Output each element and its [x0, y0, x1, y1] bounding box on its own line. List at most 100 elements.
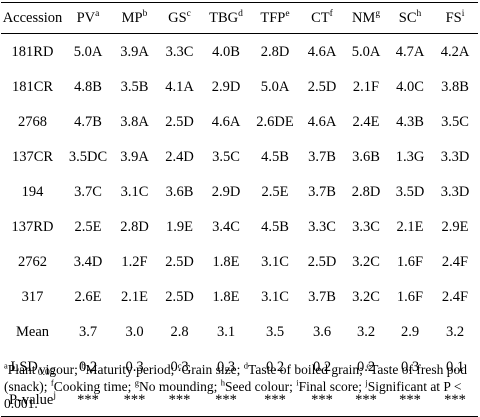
table-cell: 1.2F — [121, 253, 148, 270]
table-cell: 4.3B — [396, 113, 424, 130]
table-cell: 3.5DC — [68, 148, 108, 165]
column-header-footnote-mark: f — [329, 9, 333, 20]
column-header-label: NM — [351, 10, 376, 26]
column-header: FSi — [432, 2, 478, 34]
table-header: Accession PVa MPb GSc TBGd TFPe CTf NMg SCh FSi — [1, 2, 478, 34]
footnote-text: Grain size; — [181, 362, 244, 377]
footnote-mark: g — [134, 377, 139, 388]
table-cell: 3.1C — [120, 183, 149, 200]
table-cell: 3.5B — [120, 78, 149, 95]
table-cell: 2.9D — [211, 78, 241, 95]
table-cell: 3.5D — [395, 183, 425, 200]
table-cell: 4.8B — [74, 78, 102, 95]
pvalue-row: P-valuej *** *** *** *** *** *** *** *** *** — [1, 384, 478, 417]
table-cell: *** — [202, 384, 250, 417]
table-cell: 2.5D — [165, 113, 194, 130]
table-cell: 3.7C — [74, 183, 102, 200]
table-cell: 2.5D — [165, 288, 194, 305]
table-cell: 2.6DE — [256, 113, 294, 130]
table-cell: 5.0A — [73, 43, 103, 60]
table-row: 2768 4.7B 3.8A 2.5D 4.6A 2.6DE 4.6A 2.4E 4.3B 3.5… — [1, 104, 478, 139]
table-cell: 3.8A — [120, 113, 149, 130]
footnote-text: Plant vigour; — [7, 362, 82, 377]
table-cell: 3.7B — [308, 183, 336, 200]
table-cell: 4.1A — [165, 78, 194, 95]
lsd-row: LSD0.05 0.2 0.3 0.3 0.3 0.2 0.2 0.2 0.3 0.1 — [1, 349, 478, 384]
lsd-label: LSD — [10, 358, 38, 375]
table-cell: 2.5E — [74, 218, 102, 235]
footnote-text: Cooking time; — [53, 379, 135, 394]
table-cell: 3.5C — [212, 148, 240, 165]
footnote-text: No mounding; — [138, 379, 221, 394]
column-header: PVa — [64, 2, 112, 34]
table-cell: 0.2 — [265, 358, 285, 375]
table-cell: 3.1C — [261, 253, 289, 270]
table-cell: 5.0A — [351, 43, 381, 60]
table-cell: 0.3 — [170, 358, 189, 375]
column-header-label: TFP — [260, 10, 286, 26]
table-cell: 2.8D — [260, 43, 290, 60]
table-cell: 1.6F — [396, 253, 424, 270]
row-label: 137RD — [11, 218, 54, 235]
table-cell: 4.0B — [212, 43, 240, 60]
table-cell: 3.4C — [212, 218, 240, 235]
table-cell: 2.4F — [441, 253, 469, 270]
table-cell: *** — [112, 384, 157, 417]
table-cell: 4.7B — [74, 113, 102, 130]
table-row: 181RD 5.0A 3.9A 3.3C 4.0B 2.8D 4.6A 5.0A 4.7A 4.2… — [1, 34, 478, 70]
footnote-mark: d — [243, 360, 249, 371]
table-cell: 2.9E — [441, 218, 469, 235]
table-row: 137RD 2.5E 2.8D 1.9E 3.4C 4.5B 3.3C 3.3C 2.1E 2.9… — [1, 209, 478, 244]
footnote: eTaste of fresh pod (snack); — [4, 360, 467, 394]
column-header: GSc — [157, 2, 202, 34]
table-cell: 2.9 — [400, 323, 420, 340]
footnote-mark: c — [177, 360, 182, 371]
table-cell: 1.8E — [212, 288, 240, 305]
table-cell: 2.1E — [396, 218, 424, 235]
table-cell: 2.9D — [211, 183, 241, 200]
table-cell: 3.1 — [216, 323, 236, 340]
column-header: TFPe — [250, 2, 300, 34]
table-cell: 3.5C — [441, 113, 469, 130]
footnote-mark: j — [365, 377, 368, 388]
table-cell: 3.7 — [78, 323, 98, 340]
table-cell: 0.1 — [445, 358, 465, 375]
table-cell: 2.6E — [74, 288, 102, 305]
column-header-label: FS — [445, 10, 462, 26]
table-cell: 3.3D — [440, 183, 470, 200]
table-cell: 3.2C — [352, 288, 380, 305]
row-label: 194 — [21, 183, 44, 200]
table-cell: 0.3 — [216, 358, 236, 375]
column-header-label: TBG — [209, 10, 239, 26]
column-header: SCh — [388, 2, 432, 34]
table-row: Mean 3.7 3.0 2.8 3.1 3.5 3.6 3.2 2.9 3.2 — [1, 314, 478, 349]
column-header: Accession — [1, 2, 64, 34]
table-cell: 3.2C — [352, 253, 380, 270]
table-cell: 3.3D — [440, 148, 470, 165]
table-cell: 3.1C — [261, 288, 289, 305]
footnote-text: Taste of fresh pod (snack); — [4, 362, 467, 394]
footnote-mark: f — [50, 377, 54, 388]
table-cell: 3.4D — [73, 253, 103, 270]
footnote-text: Seed colour; — [224, 379, 297, 394]
table-cell: 3.9A — [120, 43, 149, 60]
table-cell: 3.2 — [445, 323, 465, 340]
footnote-mark: e — [366, 360, 371, 371]
table-cell: 3.8B — [441, 78, 469, 95]
table-cell: *** — [64, 384, 112, 417]
table-cell: 2.4F — [441, 288, 469, 305]
column-header-footnote-mark: c — [186, 9, 191, 20]
table-cell: 2.8 — [170, 323, 189, 340]
table-row: 317 2.6E 2.1E 2.5D 1.8E 3.1C 3.7B 3.2C 1.6F 2.4F — [1, 279, 478, 314]
table-cell: 3.2 — [356, 323, 376, 340]
table-cell: 4.5B — [261, 218, 289, 235]
table-cell: 0.3 — [125, 358, 144, 375]
table-cell: *** — [250, 384, 300, 417]
table-cell: 2.8D — [120, 218, 149, 235]
footnote-mark: a — [4, 360, 8, 371]
table-cell: 2.5D — [165, 253, 194, 270]
column-header-label: PV — [76, 10, 96, 26]
pvalue-label: P-value — [9, 392, 54, 408]
column-header-footnote-mark: d — [238, 9, 243, 20]
table-cell: 3.3C — [165, 43, 194, 60]
